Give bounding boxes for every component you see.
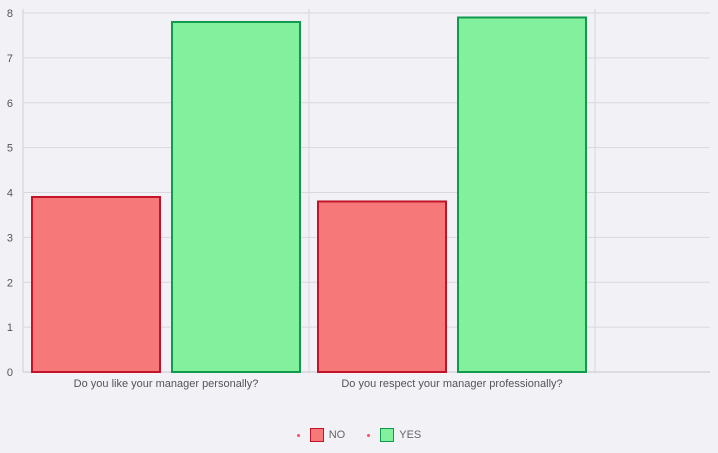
- y-tick-label-4: 4: [7, 188, 13, 200]
- legend-swatch-yes: [380, 428, 395, 442]
- bar-yes-1: [457, 16, 587, 374]
- y-axis-ticks: 0 1 2 3 4 5 6 7 8: [7, 8, 13, 379]
- y-tick-label-5: 5: [7, 143, 13, 155]
- legend-item-no[interactable]: NO: [296, 428, 346, 442]
- y-tick-label-2: 2: [7, 277, 13, 289]
- legend-dot-icon: [367, 433, 371, 437]
- legend-swatch-no: [309, 428, 324, 442]
- bars: [31, 16, 587, 374]
- x-tick-label-0: Do you like your manager personally?: [74, 378, 259, 390]
- y-tick-label-8: 8: [7, 8, 13, 20]
- bar-no-0: [31, 195, 161, 373]
- y-tick-label-1: 1: [7, 322, 13, 334]
- y-tick-label-6: 6: [7, 98, 13, 110]
- legend-label-yes: YES: [399, 429, 422, 441]
- y-tick-label-7: 7: [7, 53, 13, 65]
- bar-no-1: [317, 200, 447, 373]
- legend-dot-icon: [296, 433, 300, 437]
- y-tick-label-3: 3: [7, 232, 13, 244]
- x-axis-ticks: Do you like your manager personally? Do y…: [74, 378, 563, 390]
- x-tick-label-1: Do you respect your manager professional…: [341, 378, 562, 390]
- legend: NO YES: [0, 428, 718, 442]
- legend-label-no: NO: [328, 429, 346, 441]
- bar-yes-0: [171, 20, 301, 373]
- y-tick-label-0: 0: [7, 367, 13, 379]
- legend-item-yes[interactable]: YES: [367, 428, 421, 442]
